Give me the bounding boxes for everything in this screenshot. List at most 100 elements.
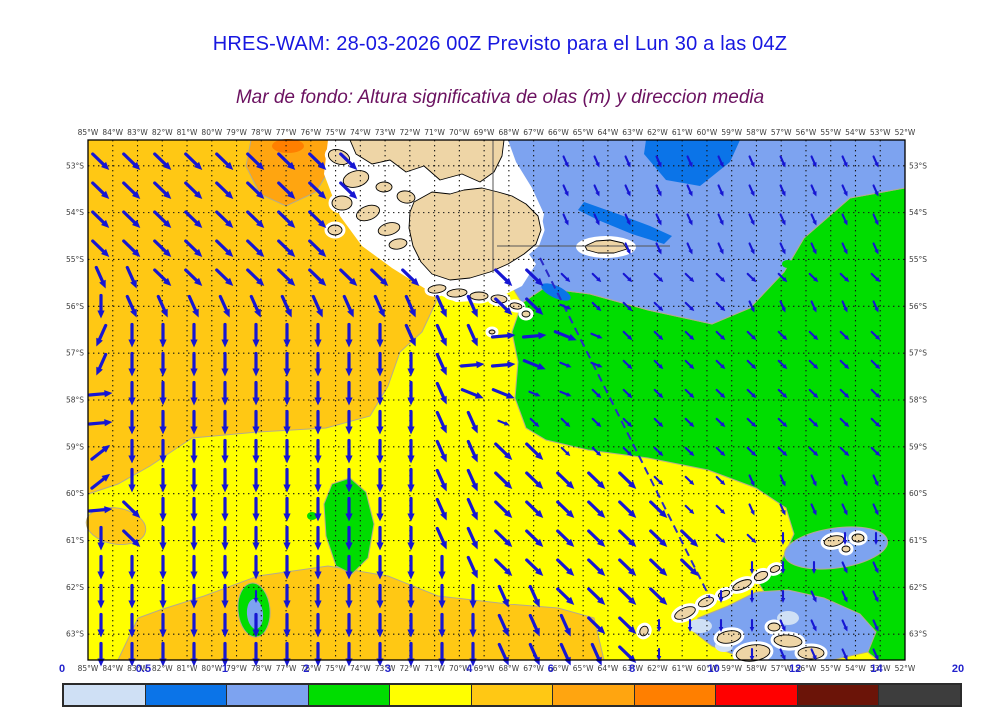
swell-arrowhead: [194, 190, 203, 199]
swell-arrow: [466, 555, 477, 573]
island: [427, 284, 447, 294]
swell-arrow: [466, 468, 477, 486]
swell-arrow: [653, 446, 661, 454]
swell-arrowhead: [597, 567, 606, 576]
islet: [639, 625, 649, 637]
lon-tick-label-bottom: 57°W: [771, 664, 792, 673]
swell-arrow: [466, 497, 477, 515]
lon-tick-label-bottom: 66°W: [548, 664, 569, 673]
swell-arrow: [497, 419, 506, 425]
swell-arrowhead: [161, 308, 168, 318]
swell-arrowhead: [874, 625, 879, 632]
swell-arrowhead: [345, 397, 353, 406]
lon-tick-label-bottom: 64°W: [598, 664, 619, 673]
swell-arrow: [680, 529, 695, 544]
swell-arrow: [308, 152, 323, 167]
swell-arrowhead: [407, 629, 415, 638]
swell-arrowhead: [128, 455, 136, 464]
swell-arrow: [590, 361, 599, 367]
swell-arrow: [187, 294, 198, 312]
swell-arrow: [528, 390, 537, 396]
colorbar-tick-label: 6: [547, 663, 554, 675]
swell-arrowhead: [252, 571, 260, 580]
swell-arrowhead: [221, 339, 229, 348]
swell-arrow: [715, 446, 723, 454]
swell-arrowhead: [190, 484, 198, 493]
swell-arrow: [746, 533, 754, 541]
swell-arrowhead: [132, 248, 141, 257]
swell-arrowhead: [163, 161, 172, 170]
swell-arrowhead: [190, 397, 198, 406]
swell-arrowhead: [596, 422, 602, 428]
colorbar-tick-label: 14: [870, 663, 883, 675]
swell-arrow: [746, 446, 754, 454]
swell-arrow: [622, 330, 630, 338]
swell-arrowhead: [225, 161, 234, 170]
colorbar-tick-label: 10: [707, 663, 720, 675]
swell-arrowhead: [536, 362, 546, 370]
swell-arrowhead: [221, 629, 229, 638]
swell-arrow: [870, 417, 878, 425]
swell-arrowhead: [567, 333, 577, 341]
swell-arrowhead: [314, 629, 322, 638]
swell-arrowhead: [252, 629, 260, 638]
swell-arrow: [810, 590, 816, 599]
swell-arrow: [215, 268, 230, 283]
swell-arrowhead: [345, 368, 353, 377]
islet: [488, 329, 496, 335]
swell-arrowhead: [628, 509, 637, 518]
colorbar-segment-yellow: [389, 685, 471, 705]
swell-arrowhead: [780, 598, 786, 603]
swell-arrowhead: [628, 538, 637, 547]
swell-arrowhead: [438, 629, 446, 638]
swell-arrowhead: [596, 393, 602, 399]
island: [396, 190, 416, 204]
shetland-island: [769, 565, 781, 573]
swell-arrowhead: [690, 567, 699, 576]
lon-tick-label-bottom: 63°W: [622, 664, 643, 673]
swell-arrowhead: [318, 277, 327, 286]
swell-arrow: [122, 210, 137, 225]
swell-arrow: [717, 184, 723, 193]
swell-arrow: [494, 558, 509, 573]
swell-arrowhead: [689, 364, 695, 370]
swell-arrow: [277, 181, 292, 196]
swell-arrow: [624, 213, 630, 222]
swell-arrowhead: [720, 538, 726, 544]
swell-arrow: [525, 471, 540, 486]
swell-arrowhead: [159, 426, 167, 435]
swell-arrow: [277, 239, 292, 254]
swell-arrowhead: [628, 625, 637, 634]
swell-arrowhead: [689, 480, 695, 486]
swell-arrow: [87, 421, 107, 426]
swell-arrow: [839, 272, 847, 280]
swell-arrowhead: [159, 455, 167, 464]
swell-arrowhead: [101, 473, 111, 482]
swell-arrowhead: [407, 571, 415, 580]
colorbar-labels: 0 0.5 1 2 3 4 6 8 10 12 14 20: [0, 663, 1000, 679]
swell-arrowhead: [314, 600, 322, 609]
swell-arrow: [435, 410, 446, 428]
swell-arrowhead: [505, 391, 515, 399]
swell-arrowhead: [283, 368, 291, 377]
lon-tick-label-top: 66°W: [548, 128, 569, 137]
swell-arrow: [618, 500, 633, 515]
swell-arrowhead: [751, 277, 757, 283]
swell-arrowhead: [874, 306, 879, 313]
swell-arrow: [311, 294, 322, 312]
swell-arrowhead: [254, 308, 261, 318]
shetland-island: [732, 579, 752, 591]
swell-arrowhead: [535, 509, 544, 518]
swell-arrowhead: [407, 368, 415, 377]
swell-arrow: [810, 503, 816, 512]
swell-arrowhead: [345, 484, 353, 493]
colorbar-tick-label: 1: [221, 663, 228, 675]
swell-arrowhead: [407, 542, 415, 551]
swell-arrowhead: [596, 451, 602, 457]
swell-arrowhead: [812, 306, 817, 313]
swell-arrowhead: [221, 426, 229, 435]
swell-arrow: [715, 272, 723, 280]
swell-arrowhead: [780, 540, 786, 545]
swell-arrowhead: [314, 426, 322, 435]
swell-arrow: [684, 446, 692, 454]
